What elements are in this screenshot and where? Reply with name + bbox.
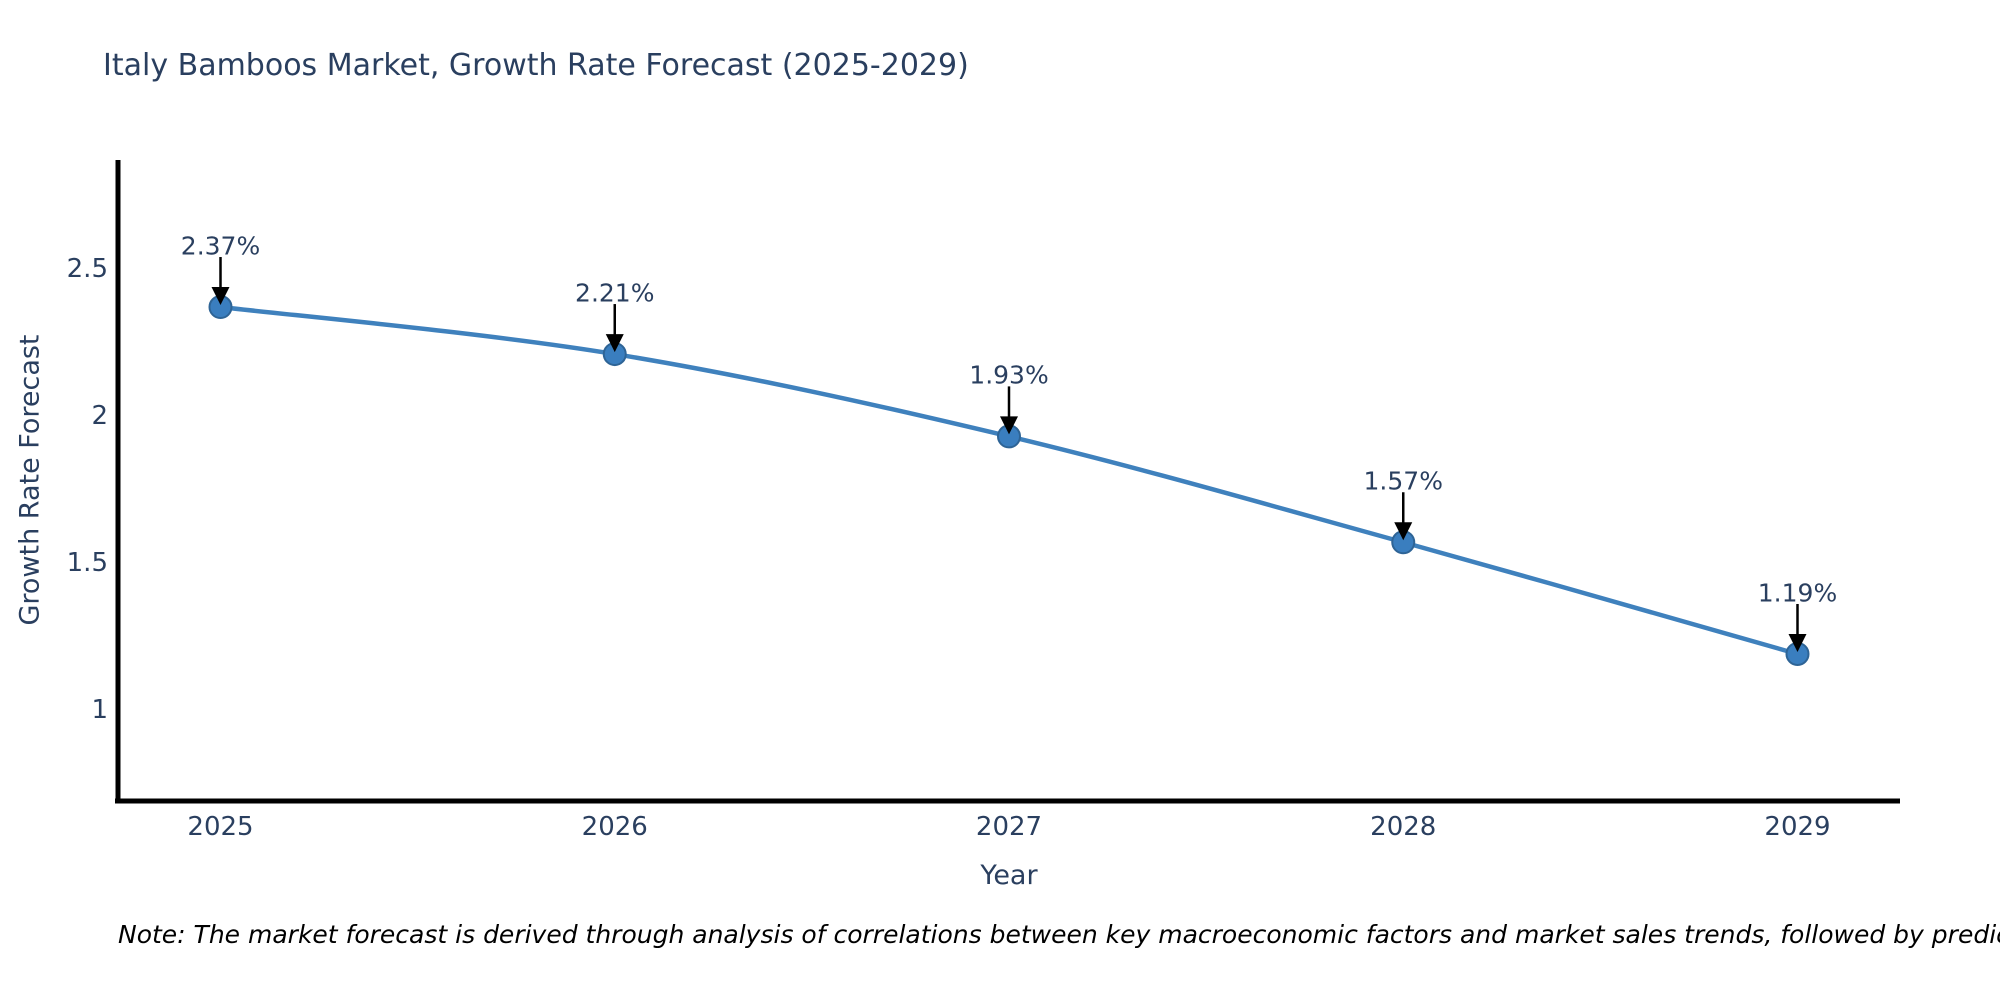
annotation-label: 2.37% <box>180 231 261 261</box>
x-tick-label: 2028 <box>1370 812 1437 842</box>
annotation-arrow-head <box>1000 416 1018 435</box>
annotation-arrow-head <box>605 334 624 353</box>
x-tick-label: 2026 <box>581 812 648 842</box>
x-tick-label: 2029 <box>1764 812 1831 842</box>
annotation-label: 1.19% <box>1757 578 1838 608</box>
footnote: Note: The market forecast is derived thr… <box>118 920 2000 949</box>
x-tick-label: 2027 <box>975 812 1043 842</box>
annotation-label: 2.21% <box>575 278 655 308</box>
annotation-arrow-head <box>211 287 230 306</box>
x-axis-title: Year <box>980 860 1038 891</box>
x-tick-label: 2025 <box>187 812 254 842</box>
y-tick-label: 1.5 <box>66 547 108 578</box>
chart-title: Italy Bamboos Market, Growth Rate Foreca… <box>103 48 969 83</box>
annotation-label: 1.93% <box>969 360 1049 390</box>
y-tick-label: 1 <box>91 694 108 725</box>
forecast-line <box>218 304 1800 657</box>
y-tick-label: 2.5 <box>66 253 108 284</box>
annotation-arrow-head <box>1788 633 1807 652</box>
annotation-label: 1.57% <box>1363 466 1443 496</box>
annotation-arrow-head <box>1394 522 1413 541</box>
y-tick-label: 2 <box>91 400 108 431</box>
y-axis-title: Growth Rate Forecast <box>14 334 46 626</box>
